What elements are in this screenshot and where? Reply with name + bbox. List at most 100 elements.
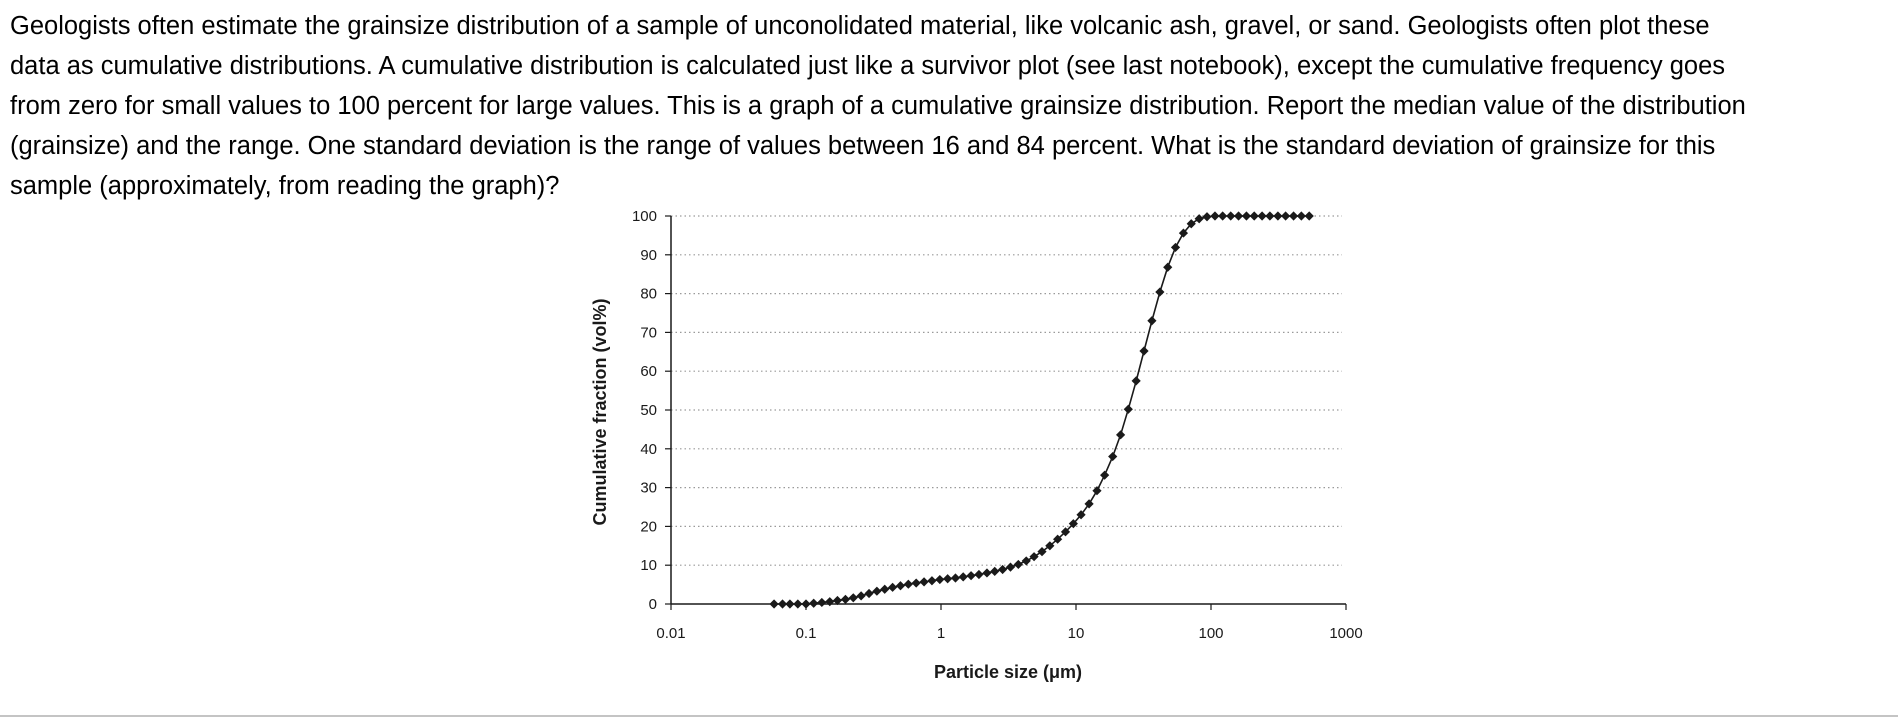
data-point [880, 584, 890, 594]
data-point [1233, 211, 1244, 221]
data-point [809, 598, 819, 608]
axes [665, 215, 1347, 610]
x-axis-title: Particle size (μm) [934, 662, 1082, 682]
data-point [1202, 212, 1212, 222]
data-point [1053, 534, 1063, 544]
y-tick-label: 50 [640, 402, 657, 419]
data-point [1210, 211, 1220, 221]
data-point [1005, 562, 1016, 572]
data-point [785, 599, 795, 609]
question-line: (grainsize) and the range. One standard … [10, 132, 1716, 160]
data-point [1178, 228, 1189, 238]
data-point [1092, 486, 1102, 496]
x-tick-labels: 0.01 0.1 1 10 100 1000 [656, 625, 1362, 642]
question-line: sample (approximately, from reading the … [10, 172, 560, 200]
data-point [825, 597, 835, 607]
data-point [848, 593, 858, 603]
data-point [1281, 211, 1291, 221]
data-point [1265, 211, 1275, 221]
data-point [903, 579, 913, 589]
data-point [982, 568, 992, 578]
data-point [1186, 219, 1196, 229]
data-point [1241, 211, 1252, 221]
data-point [1163, 262, 1173, 272]
data-point [872, 586, 882, 596]
data-point [832, 595, 843, 606]
data-point [1116, 430, 1126, 440]
y-tick-label: 60 [640, 363, 657, 380]
data-point [1068, 519, 1078, 529]
data-point [887, 582, 898, 592]
data-point [998, 564, 1008, 575]
data-point [966, 571, 976, 581]
data-point [1170, 242, 1181, 253]
y-tick-label: 100 [632, 208, 657, 225]
question-line: Geologists often estimate the grainsize … [10, 12, 1710, 40]
data-point [1194, 214, 1204, 224]
data-point [1029, 552, 1039, 562]
data-point [950, 573, 961, 583]
x-tick-label: 1000 [1329, 625, 1362, 642]
x-tick-label: 100 [1198, 625, 1223, 642]
data-point [1226, 211, 1236, 221]
data-point [1060, 527, 1071, 537]
y-tick-label: 80 [640, 286, 657, 303]
data-point [1155, 287, 1165, 297]
question-text: Geologists often estimate the grainsize … [10, 6, 1898, 206]
x-tick-label: 0.01 [656, 625, 685, 642]
y-tick-label: 30 [640, 480, 657, 497]
y-tick-label: 0 [649, 596, 657, 613]
data-point [1108, 451, 1118, 462]
x-tick-label: 0.1 [796, 625, 817, 642]
data-point [1296, 211, 1306, 221]
data-point [1131, 376, 1141, 386]
data-point [817, 597, 827, 608]
data-point [1273, 211, 1283, 221]
data-point [777, 599, 788, 609]
grid-lines [671, 215, 1342, 566]
data-point [1100, 470, 1110, 480]
data-point [1304, 211, 1314, 221]
y-tick-label: 10 [640, 557, 657, 574]
data-point [935, 574, 945, 585]
data-point [943, 574, 953, 584]
data-point [958, 572, 968, 582]
data-point [1084, 499, 1094, 509]
data-point [1076, 510, 1086, 520]
data-point [1037, 547, 1047, 557]
data-point [864, 588, 874, 599]
data-point [1021, 556, 1031, 566]
y-tick-label: 70 [640, 324, 657, 341]
data-point [927, 576, 937, 586]
data-point [1249, 211, 1259, 221]
question-line: from zero for small values to 100 percen… [10, 92, 1746, 120]
data-point [793, 599, 803, 609]
data-point [911, 578, 921, 588]
series-line [774, 215, 1310, 605]
data-point [1123, 404, 1133, 414]
data-point [1218, 211, 1228, 221]
data-point [1147, 316, 1157, 326]
data-point [919, 577, 929, 587]
data-point [895, 581, 906, 591]
data-point [769, 599, 779, 609]
y-axis-title: Cumulative fraction (vol%) [590, 298, 610, 525]
data-point [840, 594, 851, 604]
question-line: data as cumulative distributions. A cumu… [10, 52, 1726, 80]
data-point [974, 569, 984, 580]
data-points [769, 211, 1314, 609]
data-point [990, 566, 1000, 577]
x-tick-label: 10 [1068, 625, 1085, 642]
x-tick-label: 1 [937, 625, 945, 642]
y-tick-label: 90 [640, 247, 657, 264]
data-point [1288, 211, 1299, 221]
y-tick-label: 40 [640, 441, 657, 458]
data-point [1257, 211, 1267, 221]
data-point [1045, 541, 1055, 551]
data-point [1013, 559, 1023, 570]
bottom-divider [0, 715, 1898, 717]
data-point [856, 591, 866, 601]
y-tick-labels: 0 10 20 30 40 50 60 70 80 90 100 [632, 208, 657, 613]
data-point [1139, 346, 1149, 356]
